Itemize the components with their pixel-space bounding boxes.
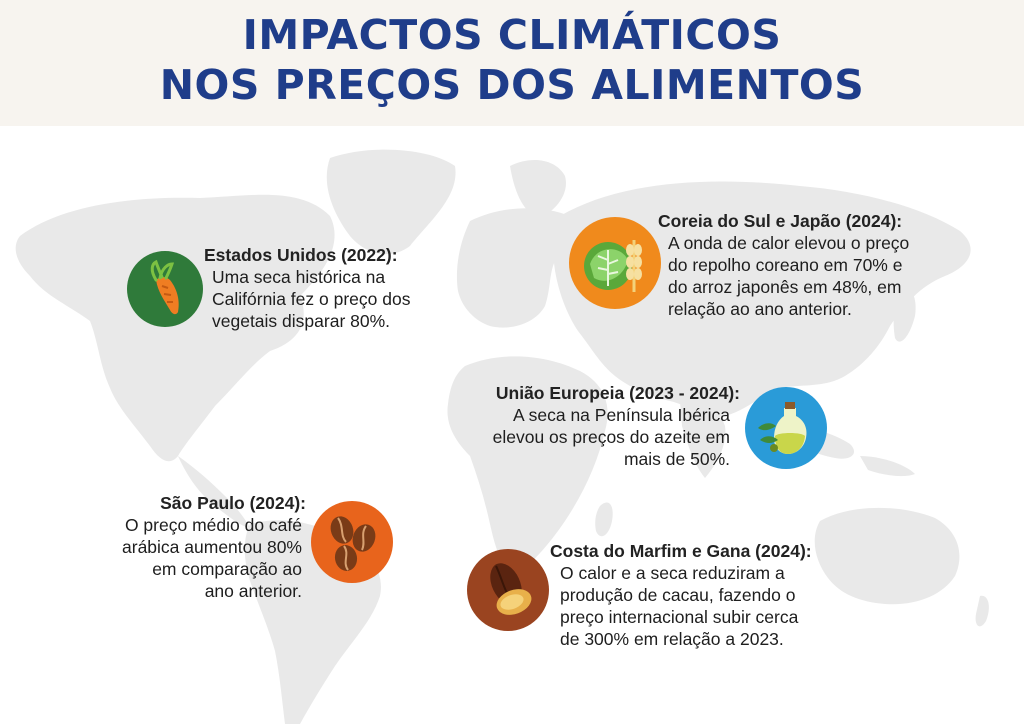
item-cocoa-line-4: de 300% em relação a 2023. bbox=[560, 629, 784, 649]
cabbage-rice-icon bbox=[568, 216, 662, 310]
item-sao-paulo-line-1: O preço médio do café bbox=[124, 515, 302, 535]
item-cocoa: Costa do Marfim e Gana (2024): O calor e… bbox=[550, 540, 850, 650]
item-usa-line-1: Uma seca histórica na bbox=[212, 267, 386, 287]
item-usa: Estados Unidos (2022): Uma seca históric… bbox=[204, 244, 434, 332]
item-korea-japan-heading: Coreia do Sul e Japão (2024): bbox=[658, 211, 903, 231]
item-korea-japan-line-1: A onda de calor elevou o preço bbox=[668, 233, 910, 253]
title-line-2: NOS PREÇOS DOS ALIMENTOS bbox=[159, 61, 865, 109]
item-eu: União Europeia (2023 - 2024): A seca na … bbox=[430, 382, 740, 470]
item-usa-line-3: vegetais disparar 80%. bbox=[212, 311, 391, 331]
coffee-beans-icon bbox=[310, 500, 394, 584]
title-line-1: IMPACTOS CLIMÁTICOS bbox=[242, 11, 782, 59]
item-cocoa-line-2: produção de cacau, fazendo o bbox=[560, 585, 796, 605]
item-korea-japan: Coreia do Sul e Japão (2024): A onda de … bbox=[658, 210, 958, 320]
item-eu-line-1: A seca na Península Ibérica bbox=[513, 405, 730, 425]
item-eu-line-3: mais de 50%. bbox=[623, 449, 730, 469]
item-sao-paulo-line-2: arábica aumentou 80% bbox=[122, 537, 302, 557]
item-korea-japan-line-2: do repolho coreano em 70% e bbox=[668, 255, 903, 275]
item-usa-line-2: Califórnia fez o preço dos bbox=[212, 289, 411, 309]
page-title: IMPACTOS CLIMÁTICOS NOS PREÇOS DOS ALIME… bbox=[0, 10, 1024, 110]
item-usa-heading: Estados Unidos (2022): bbox=[204, 245, 398, 265]
item-sao-paulo-line-4: ano anterior. bbox=[204, 581, 302, 601]
cocoa-pod-icon bbox=[466, 548, 550, 632]
item-cocoa-heading: Costa do Marfim e Gana (2024): bbox=[550, 541, 812, 561]
item-cocoa-line-1: O calor e a seca reduziram a bbox=[560, 563, 785, 583]
item-eu-line-2: elevou os preços do azeite em bbox=[492, 427, 730, 447]
header-band bbox=[0, 0, 1024, 126]
item-sao-paulo-heading: São Paulo (2024): bbox=[160, 493, 306, 513]
carrot-icon bbox=[126, 250, 204, 328]
item-korea-japan-line-3: do arroz japonês em 48%, em bbox=[668, 277, 902, 297]
item-sao-paulo-line-3: em comparação ao bbox=[152, 559, 302, 579]
item-korea-japan-line-4: relação ao ano anterior. bbox=[668, 299, 852, 319]
item-cocoa-line-3: preço internacional subir cerca bbox=[560, 607, 799, 627]
item-sao-paulo: São Paulo (2024): O preço médio do café … bbox=[84, 492, 306, 602]
item-eu-heading: União Europeia (2023 - 2024): bbox=[495, 383, 740, 403]
olive-oil-icon bbox=[744, 386, 828, 470]
world-map bbox=[15, 149, 989, 724]
